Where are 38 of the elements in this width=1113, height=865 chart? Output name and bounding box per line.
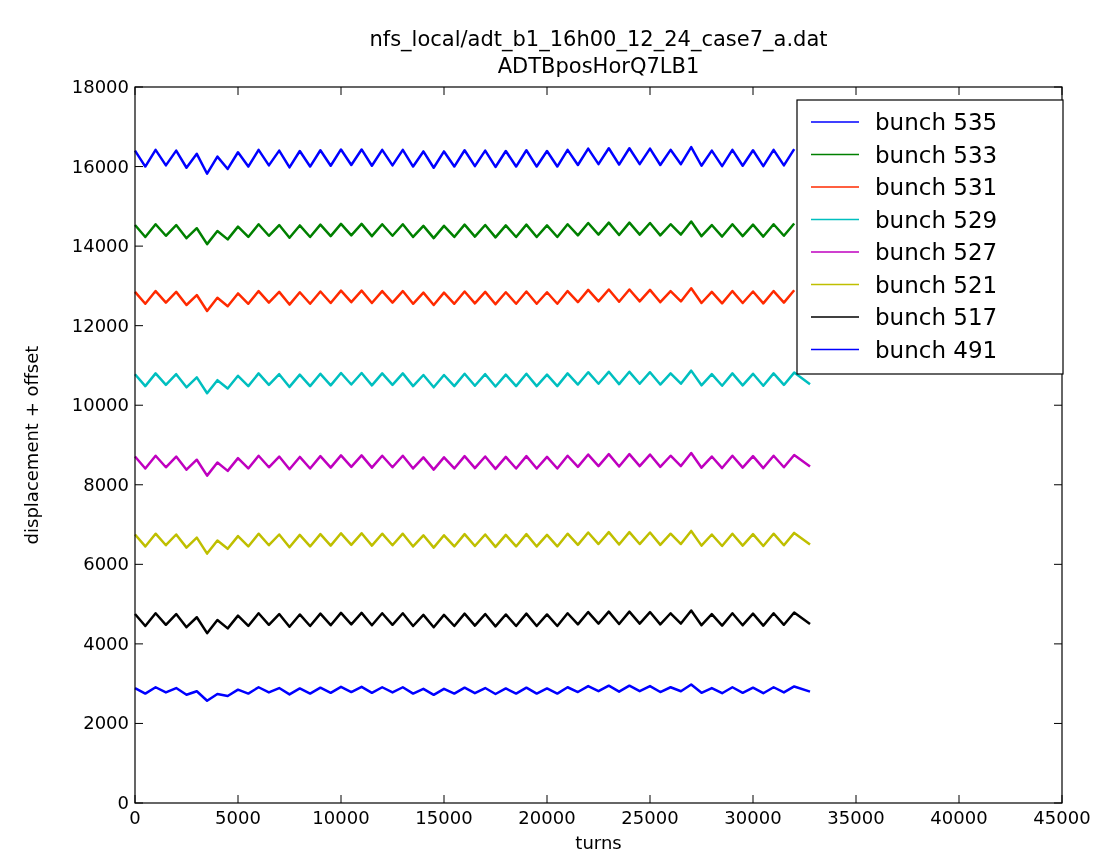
y-tick-label: 18000 [71, 76, 129, 97]
legend-label: bunch 491 [875, 336, 998, 363]
x-tick-label: 45000 [1033, 807, 1091, 828]
line-series [133, 529, 812, 555]
x-tick-label: 20000 [518, 807, 576, 828]
y-tick-label: 10000 [71, 394, 129, 416]
line-series [133, 220, 796, 246]
legend-label: bunch 531 [875, 174, 998, 200]
line-series [133, 683, 812, 703]
x-tick-label: 25000 [621, 807, 679, 828]
legend-label: bunch 527 [875, 239, 998, 265]
legend-label: bunch 529 [875, 206, 998, 233]
y-tick-label: 14000 [71, 235, 129, 257]
legend-label: bunch 535 [875, 109, 998, 135]
legend-label: bunch 533 [875, 141, 998, 168]
x-tick-label: 5000 [215, 807, 261, 828]
y-tick-label: 12000 [71, 314, 129, 336]
chart-title: nfs_local/adt_b1_16h00_12_24_case7_a.dat [369, 27, 828, 52]
x-tick-label: 15000 [415, 807, 473, 828]
x-tick-label: 40000 [930, 807, 988, 828]
x-tick-label: 30000 [724, 807, 782, 828]
line-series [133, 451, 812, 477]
y-axis-title: displacement + offset [21, 345, 42, 545]
y-tick-label: 6000 [83, 553, 129, 575]
x-axis-title: turns [575, 832, 622, 853]
y-tick-label: 2000 [83, 712, 129, 734]
x-tick-label: 10000 [312, 807, 370, 828]
line-series [133, 369, 812, 395]
y-tick-label: 16000 [71, 155, 129, 177]
y-tick-label: 0 [117, 792, 129, 813]
legend-label: bunch 517 [875, 304, 998, 330]
line-series [133, 287, 796, 313]
chart-subtitle: ADTBposHorQ7LB1 [497, 54, 700, 78]
y-tick-label: 4000 [83, 632, 129, 654]
line-series [133, 145, 796, 175]
y-tick-label: 8000 [83, 473, 129, 495]
x-tick-label: 35000 [827, 807, 885, 828]
legend-label: bunch 521 [875, 271, 998, 298]
